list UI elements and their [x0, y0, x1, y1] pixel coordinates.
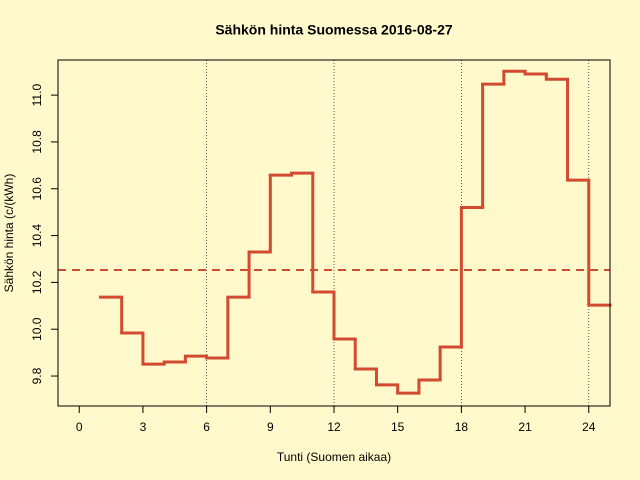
x-tick-label: 9 — [267, 420, 274, 434]
y-tick-label: 10.0 — [30, 317, 44, 341]
x-tick-label: 6 — [203, 420, 210, 434]
x-tick-label: 12 — [327, 420, 341, 434]
y-tick-label: 10.8 — [30, 130, 44, 154]
y-tick-label: 10.4 — [30, 224, 44, 248]
x-tick-label: 24 — [582, 420, 596, 434]
y-tick-label: 11.0 — [30, 84, 44, 107]
y-axis-label: Sähkön hinta (c/(kWh) — [2, 174, 16, 293]
y-tick-label: 10.2 — [30, 270, 44, 294]
x-tick-label: 21 — [518, 420, 532, 434]
x-tick-label: 15 — [391, 420, 405, 434]
plot-frame — [57, 59, 611, 407]
y-tick-label: 9.8 — [30, 367, 44, 384]
x-tick-label: 18 — [455, 420, 469, 434]
chart-title: Sähkön hinta Suomessa 2016-08-27 — [215, 22, 453, 38]
x-axis-label: Tunti (Suomen aikaa) — [277, 450, 391, 464]
x-tick-label: 0 — [76, 420, 83, 434]
x-tick-label: 3 — [140, 420, 147, 434]
y-tick-label: 10.6 — [30, 177, 44, 201]
